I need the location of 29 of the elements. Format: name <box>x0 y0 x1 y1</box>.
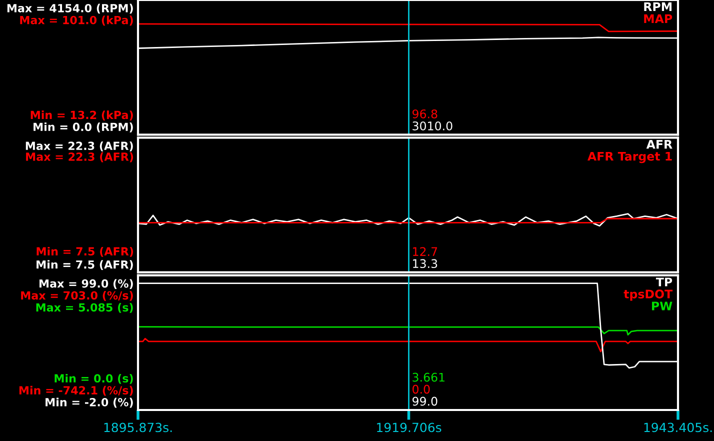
annotation: 13.3 <box>413 259 438 268</box>
y2-tick-label: Max = 703.0 (%/s) <box>21 291 133 301</box>
y2-tick-label: Min = 13.2 (kPa) <box>30 110 133 120</box>
y-tick-label: Max = 4154.0 (RPM) <box>7 4 133 14</box>
text: AFR Target 1 <box>588 152 672 164</box>
text: AFR <box>646 140 672 149</box>
series-label: MAP <box>644 14 672 23</box>
series-label: PW <box>652 302 672 310</box>
annotation: 3.661 <box>412 372 444 382</box>
x-tick-label: 1943.405s. <box>644 422 712 432</box>
x-tick-label: 1895.873s. <box>104 422 172 432</box>
y2-tick-label: Min = -742.1 (%/s) <box>19 386 133 396</box>
y-tick-label: Max = 99.0 (%) <box>40 279 133 290</box>
text: tpsDOT <box>624 290 673 301</box>
y-tick-label: Max = 22.3 (AFR) <box>26 141 133 152</box>
y-tick-label: Min = 0.0 (RPM) <box>34 122 133 132</box>
y-tick-label: Min = 7.5 (AFR) <box>36 260 133 270</box>
annotation: 0.0 <box>412 384 430 394</box>
y3-tick-label: Min = 0.0 (s) <box>54 374 133 384</box>
text: RPM <box>644 2 672 11</box>
annotation: 3010.0 <box>412 121 452 130</box>
text: TP <box>656 278 672 286</box>
annotation: 96.8 <box>412 109 438 118</box>
y2-tick-label: Max = 101.0 (kPa) <box>20 16 133 26</box>
y-tick-label: Min = -2.0 (%) <box>46 398 133 408</box>
y3-tick-label: Max = 5.085 (s) <box>36 303 133 313</box>
annotation: 99.0 <box>412 396 438 406</box>
x-tick-label: 1919.706s <box>377 422 442 432</box>
annotation: 12.7 <box>413 247 438 256</box>
